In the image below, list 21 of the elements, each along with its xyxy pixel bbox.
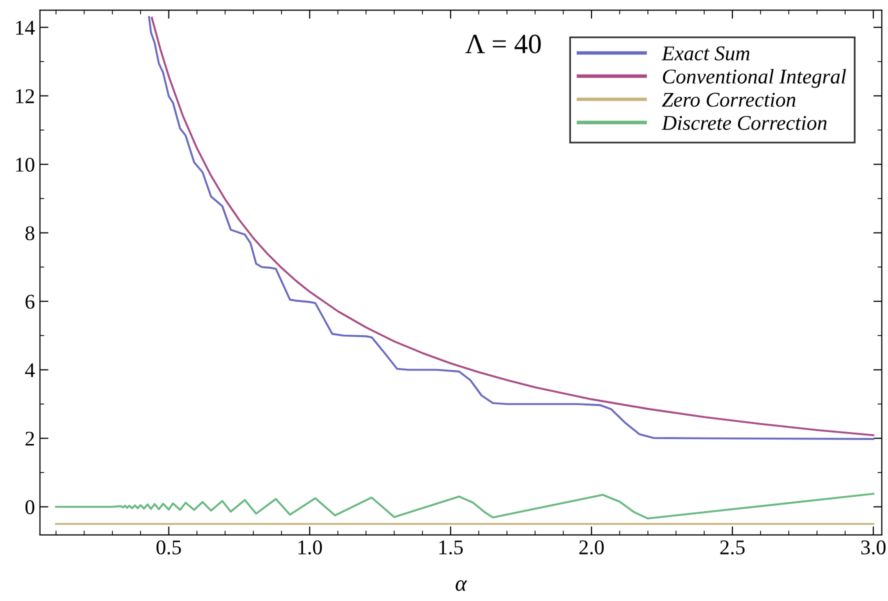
x-tick-label: 0.5 [156,540,181,555]
x-tick-label: 2.0 [579,540,604,555]
line-series [55,492,874,520]
x-tick-label: 1.0 [298,540,322,555]
x-tick-label: 3.0 [861,540,886,555]
y-tick-label: 10 [16,158,34,172]
y-tick-label: 0 [25,500,34,514]
legend-label: Exact Sum [662,46,750,60]
y-tick-label: 12 [16,89,34,104]
x-tick-label: 2.5 [720,540,745,555]
y-tick-label: 14 [16,20,35,35]
y-tick-label: 8 [25,226,34,240]
x-axis-title: α [456,580,468,591]
x-tick-label: 1.5 [439,540,463,555]
y-tick-label: 6 [26,294,34,309]
legend-label: Zero Correction [662,92,796,107]
y-tick-label: 2 [26,432,34,446]
annotation: Λ = 40 [465,34,541,54]
legend-label: Conventional Integral [662,68,846,88]
y-tick-label: 4 [25,363,35,378]
legend-label: Discrete Correction [662,116,827,130]
